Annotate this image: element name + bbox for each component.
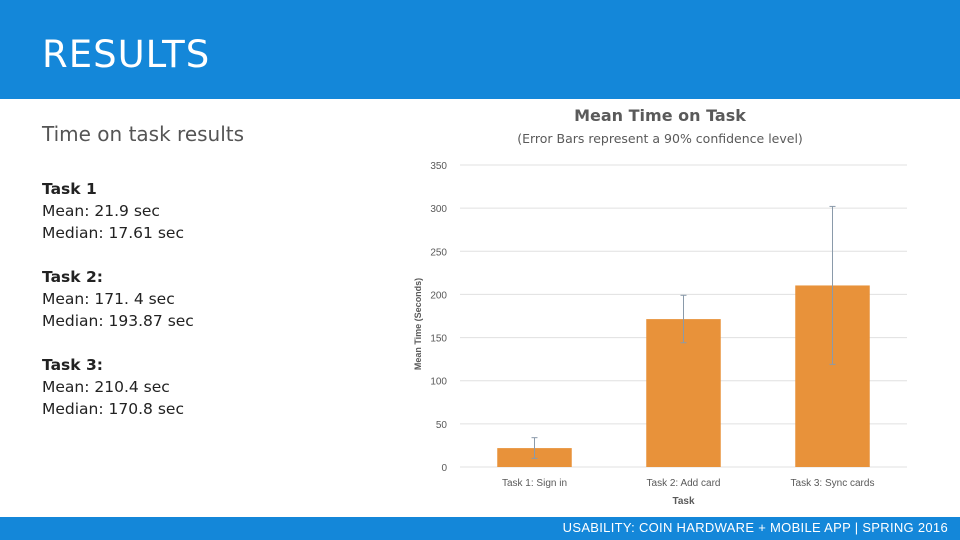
task-1-mean: Mean: 21.9 sec xyxy=(42,202,160,220)
chart-subtitle: (Error Bars represent a 90% confidence l… xyxy=(517,131,803,146)
header-bar: RESULTS xyxy=(0,0,960,99)
task-summary: Task 1 Mean: 21.9 sec Median: 17.61 sec … xyxy=(42,178,194,442)
x-tick-label-1: Task 1: Sign in xyxy=(502,478,567,489)
page-subtitle: Time on task results xyxy=(42,122,245,146)
x-axis-title: Task xyxy=(672,496,694,507)
chart-title: Mean Time on Task xyxy=(574,106,746,125)
task-3-summary: Task 3: Mean: 210.4 sec Median: 170.8 se… xyxy=(42,354,194,420)
page-title: RESULTS xyxy=(42,33,211,76)
y-tick-label: 0 xyxy=(441,463,447,474)
y-tick-label: 300 xyxy=(430,204,447,215)
task-2-mean: Mean: 171. 4 sec xyxy=(42,290,175,308)
task-1-summary: Task 1 Mean: 21.9 sec Median: 17.61 sec xyxy=(42,178,194,244)
y-tick-label: 50 xyxy=(436,420,448,431)
task-2-summary: Task 2: Mean: 171. 4 sec Median: 193.87 … xyxy=(42,266,194,332)
y-tick-label: 250 xyxy=(430,247,447,258)
y-axis-title: Mean Time (Seconds) xyxy=(413,278,423,370)
task-1-median: Median: 17.61 sec xyxy=(42,224,184,242)
y-tick-label: 150 xyxy=(430,334,447,345)
y-tick-label: 350 xyxy=(430,161,447,172)
task-1-name: Task 1 xyxy=(42,180,97,198)
x-tick-label-2: Task 2: Add card xyxy=(647,478,721,489)
task-3-name: Task 3: xyxy=(42,356,103,374)
footer-bar: USABILITY: COIN HARDWARE + MOBILE APP | … xyxy=(0,517,960,540)
task-2-median: Median: 193.87 sec xyxy=(42,312,194,330)
task-3-median: Median: 170.8 sec xyxy=(42,400,184,418)
footer-text: USABILITY: COIN HARDWARE + MOBILE APP | … xyxy=(562,520,948,535)
bar-2 xyxy=(646,319,721,467)
task-2-name: Task 2: xyxy=(42,268,103,286)
y-tick-label: 100 xyxy=(430,377,447,388)
task-3-mean: Mean: 210.4 sec xyxy=(42,378,170,396)
y-tick-label: 200 xyxy=(430,290,447,301)
mean-time-chart: 0 50 100 150 200 250 300 350 Task 1: Sign in Task… xyxy=(413,161,907,507)
x-tick-label-3: Task 3: Sync cards xyxy=(791,478,875,489)
